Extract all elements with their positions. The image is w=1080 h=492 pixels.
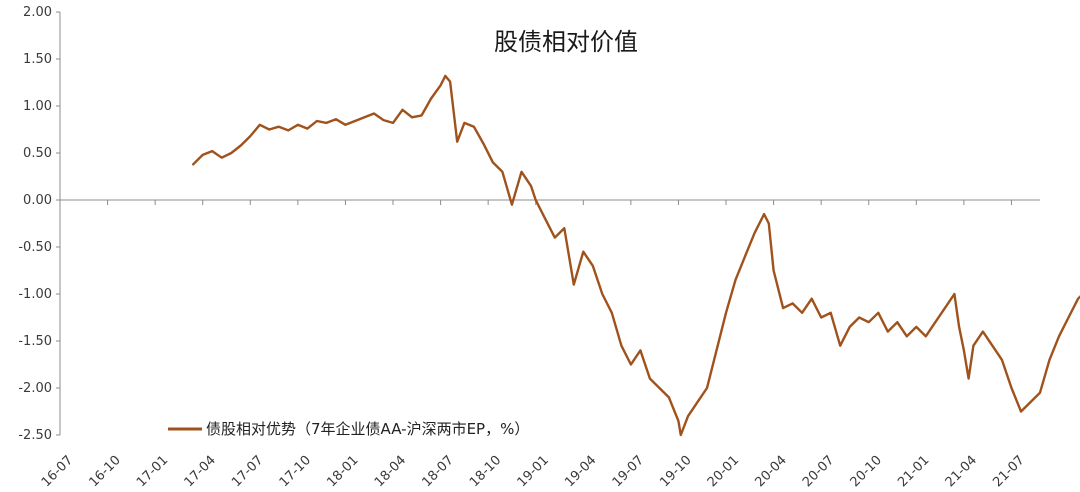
legend: 债股相对优势（7年企业债AA-沪深两市EP，%） xyxy=(168,420,529,438)
series-line xyxy=(191,74,1080,437)
y-tick-label: 0.50 xyxy=(23,146,52,161)
y-tick-label: 0.00 xyxy=(23,193,52,208)
y-tick-label: -2.50 xyxy=(18,428,52,443)
y-tick-label: 1.00 xyxy=(23,99,52,114)
y-tick-label: -1.00 xyxy=(18,287,52,302)
chart-title: 股债相对价值 xyxy=(494,28,638,56)
series-layer xyxy=(191,74,1080,437)
y-tick-label: -0.50 xyxy=(18,240,52,255)
y-tick-label: 2.00 xyxy=(23,5,52,20)
y-tick-label: -1.50 xyxy=(18,334,52,349)
legend-label: 债股相对优势（7年企业债AA-沪深两市EP，%） xyxy=(206,420,529,438)
y-axis: 2.00 1.50 1.00 0.50 0.00 -0.50 -1.00 -1.50 -2.00… xyxy=(18,5,61,443)
y-tick-label: -2.00 xyxy=(18,381,52,396)
y-tick-label: 1.50 xyxy=(23,52,52,67)
